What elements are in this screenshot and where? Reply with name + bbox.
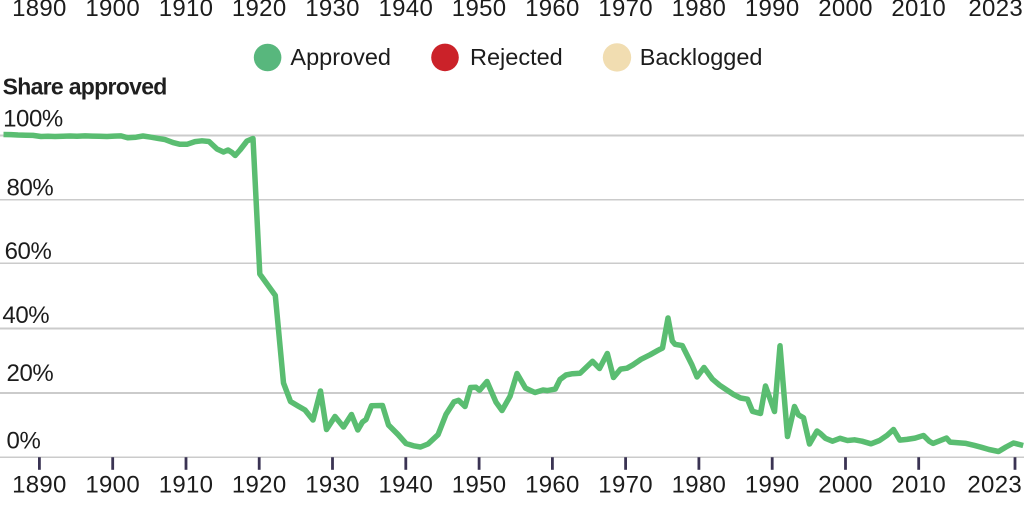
svg-text:1910: 1910 (159, 0, 214, 22)
svg-text:40%: 40% (2, 302, 49, 329)
svg-text:1910: 1910 (159, 471, 214, 498)
svg-text:1940: 1940 (379, 0, 434, 22)
svg-text:1950: 1950 (452, 471, 507, 498)
svg-text:2023: 2023 (967, 471, 1022, 498)
svg-text:1890: 1890 (12, 0, 67, 22)
svg-text:2010: 2010 (891, 471, 946, 498)
svg-text:Share approved: Share approved (3, 73, 167, 99)
svg-text:Backlogged: Backlogged (640, 44, 763, 70)
svg-text:1930: 1930 (305, 471, 360, 498)
svg-text:1990: 1990 (745, 471, 800, 498)
svg-text:1890: 1890 (12, 471, 67, 498)
svg-text:2023: 2023 (968, 0, 1023, 22)
svg-text:1990: 1990 (745, 0, 800, 22)
svg-text:1980: 1980 (672, 471, 727, 498)
svg-text:2000: 2000 (818, 471, 873, 498)
svg-text:1970: 1970 (598, 471, 653, 498)
svg-text:1900: 1900 (85, 0, 140, 22)
svg-text:1960: 1960 (525, 0, 580, 22)
svg-text:1980: 1980 (672, 0, 727, 22)
svg-text:1950: 1950 (452, 0, 507, 22)
svg-text:80%: 80% (7, 175, 54, 202)
svg-text:2010: 2010 (891, 0, 946, 22)
svg-text:0%: 0% (7, 428, 41, 455)
svg-text:1920: 1920 (232, 0, 287, 22)
svg-text:Approved: Approved (290, 44, 391, 70)
svg-text:1930: 1930 (305, 0, 360, 22)
svg-text:20%: 20% (7, 360, 54, 387)
svg-text:1900: 1900 (85, 471, 140, 498)
svg-text:2000: 2000 (818, 0, 873, 22)
svg-text:Rejected: Rejected (470, 44, 563, 70)
svg-text:60%: 60% (5, 238, 52, 265)
svg-text:1920: 1920 (232, 471, 287, 498)
svg-text:1960: 1960 (525, 471, 580, 498)
svg-text:1970: 1970 (598, 0, 653, 22)
svg-text:100%: 100% (3, 106, 63, 133)
svg-text:1940: 1940 (379, 471, 434, 498)
